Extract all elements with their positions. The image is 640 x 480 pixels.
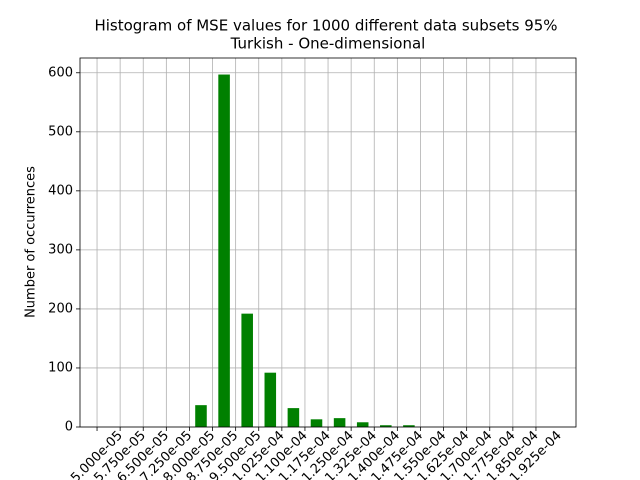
y-axis-label: Number of occurrences — [24, 166, 39, 318]
bar — [195, 405, 207, 427]
y-tick-label: 0 — [65, 420, 73, 435]
bar — [218, 74, 230, 428]
chart-title: Histogram of MSE values for 1000 differe… — [94, 17, 557, 35]
y-tick-label: 400 — [48, 183, 73, 198]
y-tick-label: 500 — [48, 124, 73, 139]
chart-subtitle: Turkish - One-dimensional — [230, 35, 426, 53]
y-tick-label: 100 — [48, 360, 73, 375]
bar — [310, 419, 323, 427]
bar — [403, 425, 415, 427]
bar — [287, 408, 300, 427]
axes-frame — [79, 57, 577, 428]
y-tick-label: 200 — [48, 301, 73, 316]
bar — [264, 372, 277, 427]
bar — [241, 313, 253, 427]
bar — [380, 425, 392, 427]
y-tick-label: 600 — [48, 65, 73, 80]
bar — [333, 418, 346, 427]
y-tick-label: 300 — [48, 242, 73, 257]
bar — [356, 422, 369, 427]
